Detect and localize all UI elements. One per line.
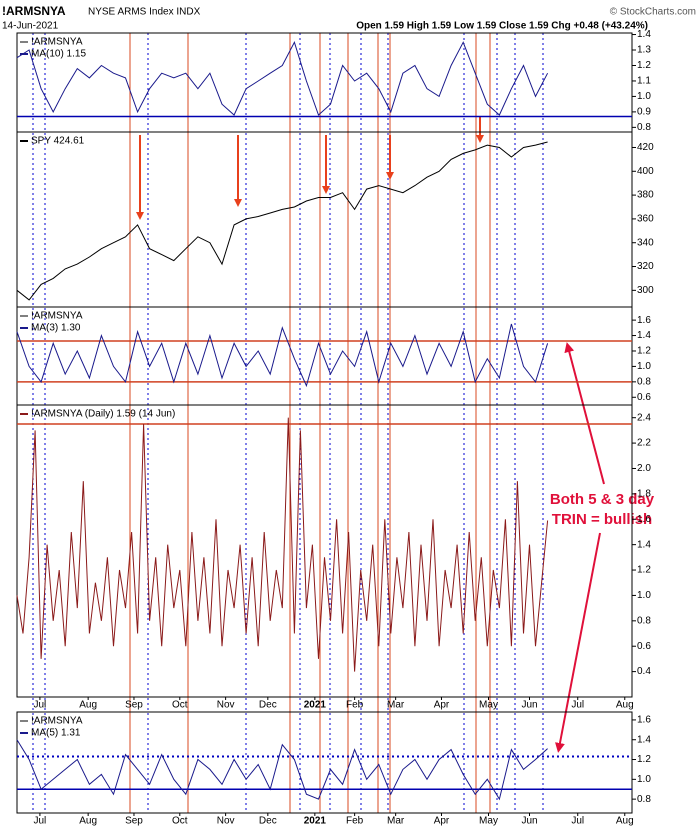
x-tick-label: Sep: [125, 816, 143, 827]
series-line: [16, 739, 548, 801]
y-tick-label: 420: [637, 142, 654, 153]
series-line: [16, 417, 549, 672]
x-tick-label: 2021: [304, 700, 327, 711]
x-tick-label: Jul: [571, 700, 584, 711]
x-tick-label: Aug: [79, 700, 97, 711]
annotation: TRIN = bullish: [552, 511, 652, 528]
y-tick-label: 1.2: [637, 754, 651, 765]
series-line: [16, 141, 548, 301]
y-tick-label: 0.6: [637, 392, 651, 403]
y-tick-label: 360: [637, 214, 654, 225]
x-tick-label: May: [479, 700, 498, 711]
y-tick-label: 1.6: [637, 514, 651, 525]
y-tick-label: 2.2: [637, 438, 651, 449]
series-line: [16, 40, 549, 116]
y-tick-label: 400: [637, 166, 654, 177]
x-tick-label: Jul: [34, 816, 47, 827]
y-tick-label: 1.1: [637, 76, 651, 87]
x-tick-label: Feb: [346, 816, 364, 827]
x-tick-label: Jul: [34, 700, 47, 711]
panel-frame: [16, 404, 633, 698]
x-tick-label: Nov: [217, 700, 235, 711]
x-tick-label: Jun: [521, 700, 537, 711]
x-tick-label: Dec: [259, 816, 277, 827]
x-tick-label: Aug: [616, 816, 634, 827]
x-tick-label: May: [479, 816, 498, 827]
y-tick-label: 1.6: [637, 715, 651, 726]
watermark: © StockCharts.com: [610, 7, 696, 18]
panel-frame: [16, 131, 633, 308]
panel-label: !ARMSNYA: [31, 716, 83, 727]
y-tick-label: 1.4: [637, 330, 651, 341]
panel-label: !ARMSNYA: [31, 311, 83, 322]
date: 14-Jun-2021: [2, 21, 59, 32]
x-tick-label: 2021: [304, 816, 327, 827]
x-tick-label: Jul: [571, 816, 584, 827]
legend-label: SPY 424.61: [31, 136, 85, 147]
x-tick-label: Jun: [521, 816, 537, 827]
y-tick-label: 1.0: [637, 361, 651, 372]
arrow: [555, 532, 601, 753]
y-tick-label: 2.0: [637, 463, 651, 474]
x-tick-label: Oct: [172, 816, 188, 827]
y-tick-label: 1.3: [637, 45, 651, 56]
x-tick-label: Dec: [259, 700, 277, 711]
panel-label: !ARMSNYA: [31, 37, 83, 48]
quote: Open 1.59 High 1.59 Low 1.59 Close 1.59 …: [356, 21, 648, 32]
y-tick-label: 1.2: [637, 565, 651, 576]
arrows: [136, 116, 605, 753]
y-tick-label: 1.4: [637, 29, 651, 40]
panel-frame: [16, 711, 633, 814]
y-tick-label: 1.6: [637, 315, 651, 326]
legend-label: MA(10) 1.15: [31, 49, 86, 60]
y-tick-label: 380: [637, 190, 654, 201]
y-tick-label: 1.4: [637, 539, 651, 550]
y-tick-label: 1.4: [637, 734, 651, 745]
y-tick-label: 0.9: [637, 107, 651, 118]
x-tick-label: Mar: [387, 816, 405, 827]
y-tick-label: 320: [637, 261, 654, 272]
x-tick-label: Feb: [346, 700, 364, 711]
x-tick-label: Apr: [434, 816, 450, 827]
event-lines: [32, 33, 544, 813]
legend-label: MA(3) 1.30: [31, 323, 81, 334]
y-tick-label: 0.6: [637, 641, 651, 652]
symbol: !ARMSNYA: [2, 4, 66, 18]
x-tick-label: Apr: [434, 700, 450, 711]
y-tick-label: 0.8: [637, 794, 651, 805]
y-tick-label: 0.8: [637, 615, 651, 626]
x-tick-label: Nov: [217, 816, 235, 827]
x-tick-label: Mar: [387, 700, 405, 711]
x-tick-label: Aug: [616, 700, 634, 711]
legend-label: MA(5) 1.31: [31, 728, 81, 739]
y-tick-label: 2.4: [637, 412, 651, 423]
y-tick-label: 1.0: [637, 774, 651, 785]
y-tick-label: 1.2: [637, 346, 651, 357]
x-tick-label: Sep: [125, 700, 143, 711]
y-tick-label: 300: [637, 285, 654, 296]
y-tick-label: 0.4: [637, 666, 651, 677]
y-tick-label: 340: [637, 237, 654, 248]
index-name: NYSE ARMS Index INDX: [88, 7, 201, 18]
x-tick-label: Aug: [79, 816, 97, 827]
legend-label: !ARMSNYA (Daily) 1.59 (14 Jun): [31, 409, 175, 420]
y-tick-label: 1.8: [637, 489, 651, 500]
y-tick-label: 0.8: [637, 376, 651, 387]
y-tick-label: 1.0: [637, 590, 651, 601]
y-tick-label: 0.8: [637, 122, 651, 133]
x-tick-label: Oct: [172, 700, 188, 711]
y-tick-label: 1.2: [637, 60, 651, 71]
arrow: [564, 342, 605, 485]
y-tick-label: 1.0: [637, 91, 651, 102]
annotation: Both 5 & 3 day: [550, 491, 655, 508]
series-line: [16, 323, 549, 388]
